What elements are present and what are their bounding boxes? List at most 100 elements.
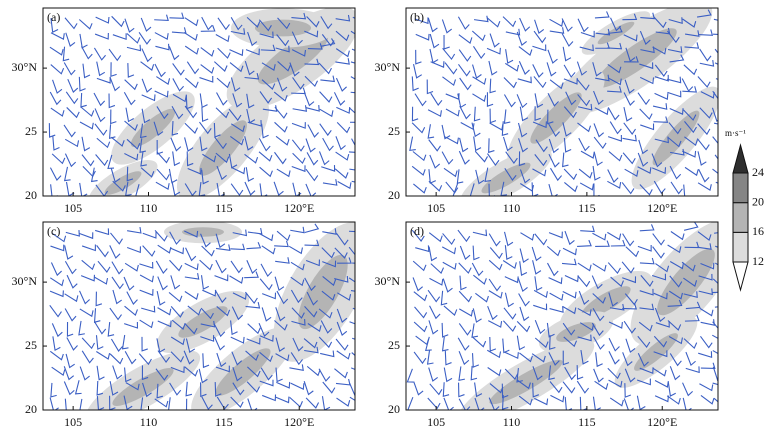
wind-barb [126, 138, 141, 150]
wind-barb [276, 230, 291, 242]
wind-barb [65, 91, 79, 105]
wind-barb [274, 276, 285, 292]
wind-barb [532, 366, 543, 381]
wind-barb [216, 182, 226, 196]
wind-barb [184, 262, 199, 271]
wind-barb [81, 244, 96, 252]
wind-barb [200, 47, 215, 57]
wind-barb [201, 169, 209, 185]
wind-barb [519, 352, 533, 363]
wind-barb [200, 307, 214, 320]
wind-barb [321, 290, 336, 301]
wind-barb [489, 108, 497, 124]
wind-barb [110, 232, 123, 245]
wind-barb [244, 60, 255, 76]
wind-barb [49, 397, 59, 410]
wind-barb [442, 47, 456, 61]
wind-barb [623, 92, 635, 106]
wind-barb [259, 335, 274, 342]
x-tick-label: 120°E [284, 201, 314, 215]
wind-barb [653, 335, 668, 348]
wind-barb [319, 123, 332, 137]
wind-barb [231, 351, 243, 366]
wind-barb [667, 320, 682, 331]
wind-barb [625, 246, 640, 258]
wind-barb [351, 180, 355, 183]
wind-barb [505, 151, 518, 164]
wind-barb [125, 382, 140, 391]
wind-barb [201, 16, 213, 31]
wind-barb [548, 277, 563, 285]
wind-barb [517, 277, 528, 293]
wind-barb [577, 334, 592, 342]
wind-barb [140, 61, 155, 71]
wind-barb [406, 368, 414, 383]
wind-barb [549, 79, 564, 90]
wind-barb [322, 179, 338, 186]
wind-barb [712, 278, 718, 285]
wind-barb [80, 106, 95, 117]
wind-barb [78, 320, 85, 336]
wind-barb [153, 121, 164, 137]
wind-barb [682, 150, 697, 158]
wind-barb [306, 291, 318, 306]
wind-barb [562, 305, 577, 315]
wind-barb [244, 72, 260, 80]
wind-barb [458, 398, 471, 410]
wind-barb [683, 338, 698, 350]
wind-barb [414, 17, 429, 25]
panel-label: (b) [410, 10, 424, 24]
wind-barb [215, 107, 230, 119]
wind-barb [247, 398, 258, 410]
wind-barb [262, 105, 278, 112]
wind-barb [318, 368, 331, 382]
wind-barb [503, 77, 517, 89]
wind-barb [488, 183, 496, 196]
wind-barb [699, 60, 715, 67]
wind-barb [215, 152, 230, 164]
wind-barb [94, 108, 106, 123]
wind-barb [112, 33, 127, 41]
wind-barb [348, 107, 355, 114]
wind-barb [413, 321, 428, 333]
wind-barb [303, 380, 314, 396]
wind-barb [669, 108, 684, 115]
wind-barb [714, 48, 718, 54]
wind-barb [592, 263, 607, 272]
wind-barb [186, 61, 200, 75]
wind-barb [64, 17, 78, 30]
wind-barb [169, 247, 185, 255]
wind-barb [474, 397, 485, 410]
wind-barb [79, 182, 88, 196]
wind-barb [608, 321, 623, 329]
wind-barb [94, 321, 107, 335]
wind-barb [548, 352, 560, 366]
colorbar-unit: m·s⁻¹ [725, 128, 746, 138]
wind-barb [81, 350, 94, 364]
wind-barb [608, 151, 623, 162]
wind-barb [184, 322, 198, 335]
wind-barb [502, 136, 513, 152]
wind-barb [200, 382, 207, 398]
wind-barb [79, 398, 83, 410]
wind-barb [518, 395, 533, 406]
wind-barb [291, 122, 306, 129]
wind-barb [258, 151, 273, 162]
wind-barb [66, 107, 80, 119]
wind-barb [517, 379, 531, 390]
wind-barb [471, 323, 479, 338]
wind-barb [576, 61, 587, 76]
wind-barb [413, 183, 427, 194]
wind-barb [110, 168, 121, 183]
wind-barb [488, 397, 500, 410]
wind-barb [457, 382, 465, 398]
wind-barb [258, 322, 270, 337]
wind-barb [593, 183, 600, 196]
wind-barb [637, 152, 649, 167]
wind-barb [141, 108, 151, 124]
wind-barb [67, 78, 79, 93]
colorbar-end [732, 143, 749, 174]
wind-barb [306, 16, 320, 28]
wind-barb [184, 77, 199, 89]
wind-barb [411, 229, 425, 242]
